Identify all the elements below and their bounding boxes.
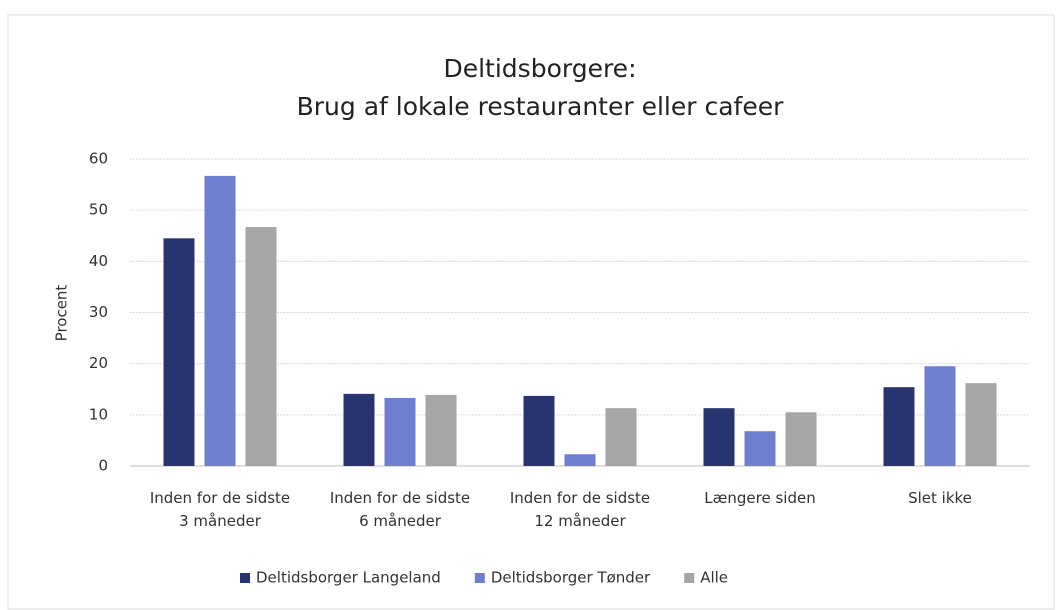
y-tick-label: 0 bbox=[98, 457, 108, 475]
x-tick-label-line: 3 måneder bbox=[179, 512, 262, 530]
chart-title: Deltidsborgere: bbox=[443, 54, 636, 83]
bar bbox=[245, 227, 277, 466]
x-tick-label: Slet ikke bbox=[908, 489, 972, 507]
bar bbox=[965, 383, 997, 466]
x-tick-label: Inden for de sidste 3 måneder bbox=[150, 489, 290, 530]
bar bbox=[883, 387, 915, 466]
x-tick-label: Længere siden bbox=[704, 489, 815, 507]
chart-title: Brug af lokale restauranter eller cafeer bbox=[297, 92, 784, 121]
y-tick-label: 10 bbox=[89, 405, 108, 423]
x-tick-label-line: Slet ikke bbox=[908, 489, 972, 507]
bar bbox=[744, 431, 776, 466]
x-tick-label-line: 12 måneder bbox=[534, 512, 626, 530]
x-tick-label-line: Inden for de sidste bbox=[330, 489, 470, 507]
legend-label: Alle bbox=[700, 569, 728, 587]
y-tick-label: 20 bbox=[89, 354, 108, 372]
legend-swatch bbox=[684, 573, 695, 583]
bar bbox=[523, 395, 555, 466]
bar bbox=[703, 408, 735, 466]
y-tick-label: 50 bbox=[89, 201, 108, 219]
bar bbox=[163, 238, 195, 466]
y-tick-label: 60 bbox=[89, 150, 108, 168]
bar bbox=[924, 366, 956, 466]
x-tick-label: Inden for de sidste 12 måneder bbox=[510, 489, 650, 530]
x-tick-label-line: 6 måneder bbox=[359, 512, 442, 530]
legend-label: Deltidsborger Tønder bbox=[491, 569, 651, 587]
bar bbox=[384, 397, 416, 466]
bar bbox=[605, 408, 637, 466]
x-tick-label-line: Længere siden bbox=[704, 489, 815, 507]
bar bbox=[785, 412, 817, 466]
bar bbox=[564, 454, 596, 466]
y-tick-label: 40 bbox=[89, 252, 108, 270]
bar bbox=[343, 393, 375, 466]
legend-swatch bbox=[474, 573, 485, 583]
bar bbox=[425, 394, 457, 466]
x-tick-label-line: Inden for de sidste bbox=[510, 489, 650, 507]
y-axis-label: Procent bbox=[53, 285, 71, 342]
legend-label: Deltidsborger Langeland bbox=[256, 569, 441, 587]
x-tick-label-line: Inden for de sidste bbox=[150, 489, 290, 507]
x-tick-label: Inden for de sidste 6 måneder bbox=[330, 489, 470, 530]
bar bbox=[204, 175, 236, 466]
legend-swatch bbox=[240, 573, 250, 583]
y-tick-label: 30 bbox=[89, 303, 108, 321]
